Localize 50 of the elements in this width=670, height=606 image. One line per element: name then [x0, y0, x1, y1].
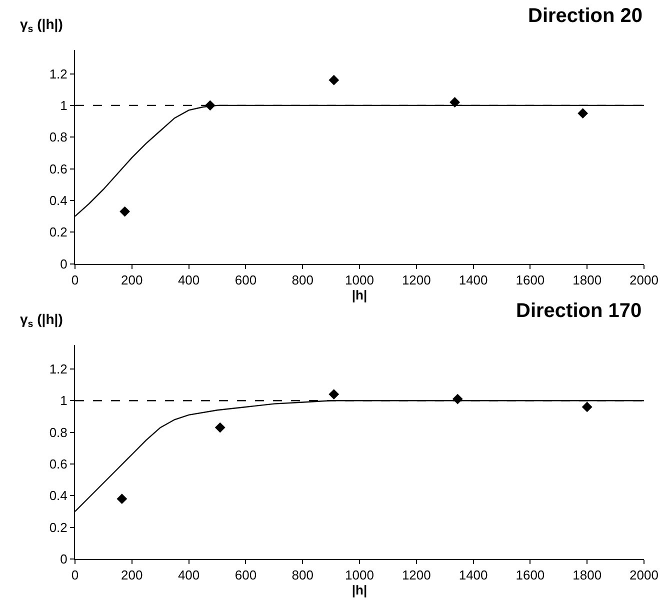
x-tick-label: 0 [71, 568, 79, 583]
point [116, 494, 128, 504]
chart-title: Direction 20 [528, 5, 642, 27]
x-tick-label: 200 [121, 568, 143, 583]
point [328, 74, 340, 86]
y-tick-label: 0 [60, 552, 68, 567]
y-tick-label: 0.6 [49, 161, 68, 176]
x-tick-label: 1400 [458, 568, 488, 583]
chart-title: Direction 170 [516, 300, 642, 322]
y-tick-label: 0.4 [49, 488, 68, 504]
x-tick-label: 0 [71, 272, 79, 288]
y-tick-label: 0.4 [49, 192, 68, 208]
y-tick-label: 0.8 [49, 130, 68, 145]
x-tick-label: 1600 [516, 272, 545, 288]
point [214, 422, 226, 433]
y-tick-label: 0.2 [49, 224, 68, 240]
point [450, 97, 460, 108]
point [120, 206, 130, 217]
point [578, 108, 588, 119]
point [582, 402, 592, 412]
x-tick-label: 600 [234, 568, 257, 583]
x-tick-label: 1200 [402, 568, 431, 583]
y-tick-label: 0.2 [49, 520, 68, 535]
x-tick-label: 1000 [345, 568, 374, 583]
x-tick-label: 1200 [402, 272, 431, 288]
x-tick-label: 2000 [630, 568, 658, 583]
x-tick-label: 2000 [630, 272, 658, 288]
x-tick-label: 1000 [345, 272, 374, 288]
x-axis-title: |h| [352, 582, 368, 598]
y-axis-title: γ$_{s}$ (|h|) [20, 311, 63, 330]
y-tick-label: 1 [60, 393, 68, 408]
x-tick-label: 400 [178, 568, 200, 583]
y-tick-label: 1 [60, 98, 68, 113]
y-tick-label: 0 [60, 256, 68, 272]
x-tick-label: 400 [178, 272, 200, 288]
x-tick-label: 1800 [572, 272, 602, 288]
x-tick-label: 800 [292, 568, 314, 583]
x-tick-label: 1400 [458, 272, 488, 288]
y-tick-label: 0.6 [49, 456, 68, 472]
point [328, 389, 340, 400]
y-tick-label: 1.2 [49, 362, 68, 377]
y-axis-title: γ$_{s}$ (|h|) [20, 16, 63, 35]
x-tick-label: 1600 [516, 568, 545, 583]
x-tick-label: 200 [121, 272, 143, 288]
x-tick-label: 600 [234, 272, 257, 288]
y-tick-label: 0.8 [49, 424, 68, 440]
y-tick-label: 1.2 [49, 66, 68, 82]
x-axis-title: |h| [352, 287, 368, 302]
x-tick-label: 800 [292, 272, 314, 288]
x-tick-label: 1800 [572, 568, 602, 583]
